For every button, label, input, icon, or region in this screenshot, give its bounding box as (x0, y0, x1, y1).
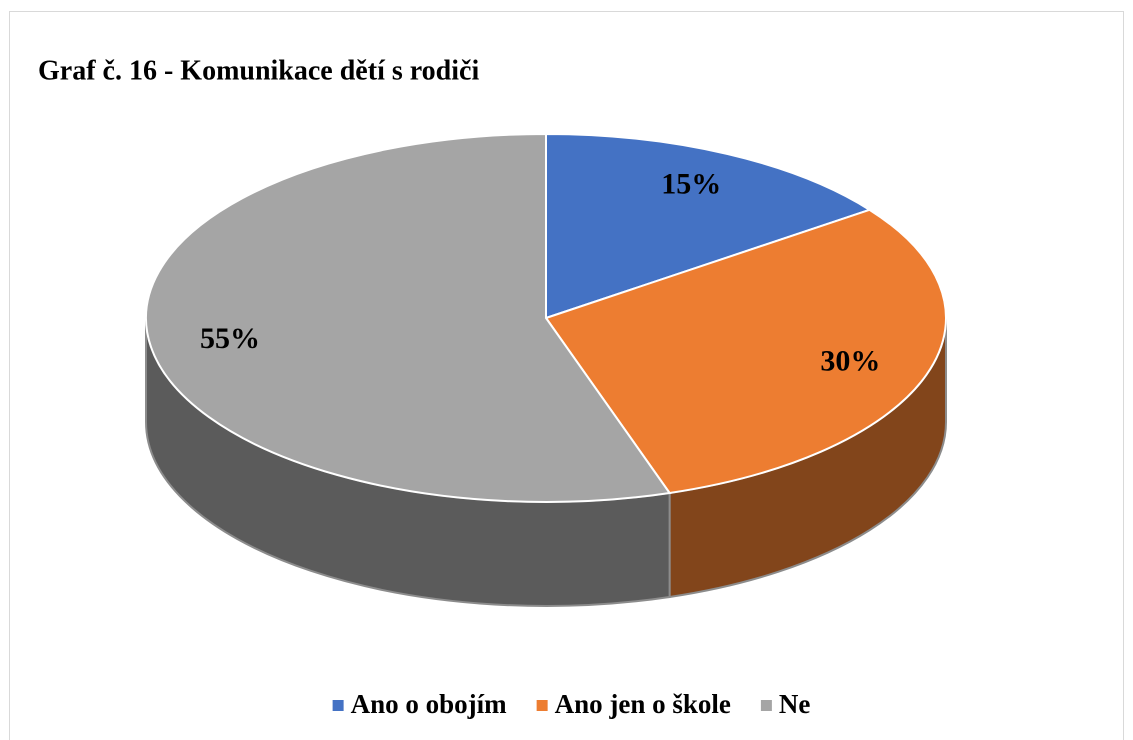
data-label: 55% (200, 322, 260, 355)
pie-slice (545, 132, 872, 320)
data-label: 15% (661, 168, 721, 201)
legend-swatch (760, 700, 772, 711)
pie-slice (145, 132, 672, 503)
chart-title: Graf č. 16 - Komunikace dětí s rodiči (38, 55, 479, 86)
legend-label: Ano jen o škole (555, 689, 731, 719)
legend-swatch (536, 700, 548, 711)
legend-swatch (332, 700, 344, 711)
data-label: 30% (820, 344, 880, 377)
legend-label: Ne (779, 689, 810, 719)
pie-slice (544, 208, 947, 495)
legend: Ano o obojím Ano jen o škole Ne (332, 689, 810, 719)
legend-label: Ano o obojím (351, 689, 508, 719)
